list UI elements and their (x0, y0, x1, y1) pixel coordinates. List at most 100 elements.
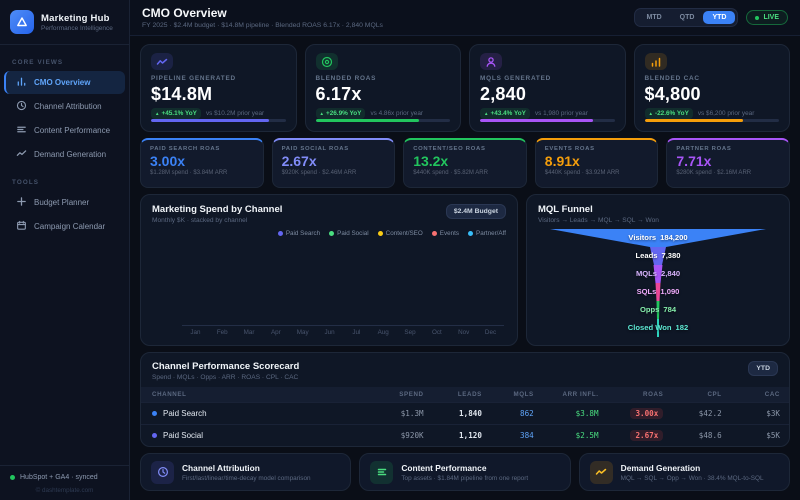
legend-item-partner-aff[interactable]: Partner/Aff (468, 230, 506, 237)
funnel-shape (657, 301, 660, 319)
sidebar-item-campaign-calendar[interactable]: Campaign Calendar (4, 215, 125, 238)
sync-status-label: HubSpot + GA4 · synced (20, 474, 98, 481)
kpi-value: 2,840 (480, 84, 527, 105)
cell-roas: 3.00x (607, 402, 673, 425)
list-lines-icon (370, 460, 394, 484)
roas-card-content-seo: CONTENT/SEO ROAS 13.2x $440K spend · $5.… (403, 138, 527, 188)
page-title: CMO Overview (142, 6, 227, 20)
roas-card-paid-social: PAID SOCIAL ROAS 2.67x $920K spend · $2.… (271, 138, 396, 188)
roas-sub: $440K spend · $5.82M ARR (413, 170, 488, 176)
range-tab-qtd[interactable]: QTD (679, 14, 695, 21)
quick-card-channel-attribution[interactable]: Channel Attribution First/last/linear/ti… (140, 453, 352, 491)
funnel-stage-opps: Opps 784 (538, 301, 778, 319)
sidebar-item-label: CMO Overview (34, 78, 91, 87)
roas-card-paid-search: PAID SEARCH ROAS 3.00x $1.28M spend · $3… (140, 138, 264, 188)
calendar-icon (16, 220, 27, 233)
funnel-subtitle: Visitors → Leads → MQL → SQL → Won (538, 217, 659, 224)
funnel-shape (656, 283, 661, 301)
legend-item-paid-social[interactable]: Paid Social (329, 230, 369, 237)
funnel-shape (650, 247, 666, 265)
sidebar-item-cmo-overview[interactable]: CMO Overview (4, 71, 125, 94)
page-header: CMO Overview FY 2025 · $2.4M budget · $1… (130, 0, 800, 36)
cell-cac: $3K (730, 402, 789, 425)
kpi-value: $4,800 (644, 84, 701, 105)
roas-value: 7.71x (676, 153, 712, 169)
channel-dot (152, 411, 157, 416)
kpi-card-mqls-generated: MQLS GENERATED 2,840 ▲ +43.4% YoY vs 1,98… (469, 44, 626, 132)
legend-dot (431, 231, 437, 236)
stage-value: 184,200 (660, 233, 688, 242)
target-icon (315, 53, 338, 71)
spend-chart-subtitle: Monthly $K · stacked by channel (152, 217, 248, 224)
roas-sub: $440K spend · $3.92M ARR (544, 170, 620, 176)
scorecard-title: Channel Performance Scorecard (152, 361, 300, 372)
roas-chip: 2.67x (630, 430, 664, 441)
cell-cpl: $48.6 (672, 424, 731, 446)
funnel-stage-leads: Leads 7,380 (538, 247, 778, 265)
table-row-paid-search[interactable]: Paid Search $1.3M 1,840 862 $3.8M 3.00x … (141, 402, 789, 425)
stage-value: 1,090 (660, 287, 680, 296)
stage-name: Closed Won (627, 323, 672, 332)
sync-status: HubSpot + GA4 · synced (10, 474, 119, 481)
quick-card-title: Content Performance (401, 462, 487, 473)
roas-sub: $280K spend · $2.16M ARR (676, 170, 752, 176)
dashboard-content: PIPELINE GENERATED $14.8M ▲ +45.1% YoY vs… (130, 36, 800, 500)
sidebar-item-content-performance[interactable]: Content Performance (4, 119, 125, 142)
col-spend: SPEND (399, 391, 424, 398)
spend-chart-plot (182, 241, 504, 326)
channel-dot (152, 433, 157, 438)
sidebar-item-demand-generation[interactable]: Demand Generation (4, 143, 125, 166)
col-leads: LEADS (457, 391, 482, 398)
scorecard-ytd-badge[interactable]: YTD (748, 361, 778, 376)
kpi-delta-badge: ▲ +26.9% YoY (315, 108, 366, 120)
cell-spend: $1.3M (374, 402, 433, 425)
funnel-shape (657, 319, 659, 337)
kpi-label: PIPELINE GENERATED (151, 75, 236, 83)
clock-icon (16, 100, 27, 113)
quick-card-subtitle: First/last/linear/time-decay model compa… (182, 474, 311, 482)
kpi-progress-fill (315, 119, 420, 122)
cell-mqls: 384 (490, 424, 543, 446)
list-lines-icon (16, 124, 27, 137)
cell-leads: 1,120 (432, 424, 491, 446)
range-tab-mtd[interactable]: MTD (646, 14, 662, 21)
kpi-value: 6.17x (315, 84, 362, 105)
kpi-progress-fill (644, 119, 743, 122)
roas-value: 3.00x (150, 153, 186, 169)
kpi-delta-badge: ▲ -22.6% YoY (644, 108, 693, 120)
channel-name: Paid Search (163, 409, 207, 418)
legend-item-paid-search[interactable]: Paid Search (277, 230, 320, 237)
range-tab-ytd[interactable]: YTD (703, 11, 736, 24)
roas-label: EVENTS ROAS (544, 146, 595, 152)
kpi-compare: vs 1,980 prior year (534, 110, 588, 118)
quick-card-content-performance[interactable]: Content Performance Top assets · $1.84M … (359, 453, 571, 491)
scorecard-table: CHANNEL SPEND LEADS MQLS ARR INFL. ROAS … (141, 387, 789, 446)
kpi-label: BLENDED ROAS (315, 75, 377, 83)
table-header-row: CHANNEL SPEND LEADS MQLS ARR INFL. ROAS … (141, 387, 789, 403)
legend-item-events[interactable]: Events (431, 230, 459, 237)
sidebar-item-channel-attribution[interactable]: Channel Attribution (4, 95, 125, 118)
kpi-card-blended-cac: BLENDED CAC $4,800 ▲ -22.6% YoY vs $6,200… (633, 44, 790, 132)
plus-icon (16, 196, 27, 209)
col-cpl: CPL (707, 391, 722, 398)
stage-value: 7,380 (661, 251, 681, 260)
sidebar-item-budget-planner[interactable]: Budget Planner (4, 191, 125, 214)
kpi-delta-badge: ▲ +45.1% YoY (151, 108, 201, 120)
legend-dot (329, 231, 335, 236)
sidebar-item-label: Channel Attribution (34, 102, 102, 111)
table-row-paid-social[interactable]: Paid Social $920K 1,120 384 $2.5M 2.67x … (141, 424, 789, 446)
col-channel: CHANNEL (152, 391, 187, 398)
stage-value: 2,840 (661, 269, 681, 278)
legend-item-content-seo[interactable]: Content/SEO (377, 230, 423, 237)
cell-mqls: 862 (490, 402, 543, 425)
live-label: LIVE (763, 14, 779, 21)
quick-card-demand-generation[interactable]: Demand Generation MQL → SQL → Opp → Won … (578, 453, 790, 491)
kpi-label: MQLS GENERATED (480, 75, 552, 83)
mql-funnel-card: MQL Funnel Visitors → Leads → MQL → SQL … (526, 194, 790, 346)
cell-arr: $3.8M (542, 402, 608, 425)
kpi-progress-track (480, 119, 615, 122)
kpi-card-blended-roas: BLENDED ROAS 6.17x ▲ +26.9% YoY vs 4.86x … (304, 44, 461, 132)
trend-icon (589, 460, 613, 484)
funnel-title: MQL Funnel (538, 204, 593, 215)
